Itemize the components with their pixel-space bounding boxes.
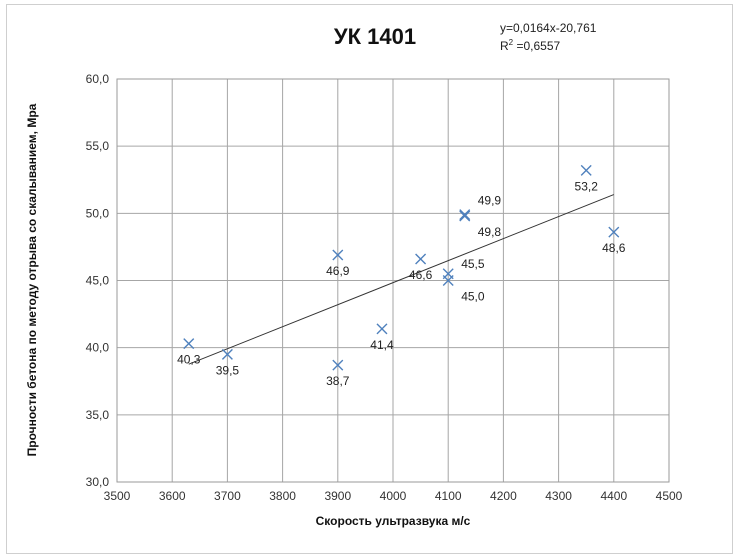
data-point-stroke <box>580 164 592 176</box>
x-tick-label: 3900 <box>324 489 351 503</box>
y-tick-label: 60,0 <box>86 72 110 86</box>
data-point <box>332 359 344 371</box>
data-point-stroke <box>442 275 454 286</box>
data-labels: 40,3 39,5 46,9 38,7 41,4 46,6 45,5 45,0 49,9 49,8… <box>177 179 626 388</box>
data-point <box>442 275 454 286</box>
r-squared: R2 =0,6557 <box>500 38 560 53</box>
data-label: 41,4 <box>370 338 394 352</box>
data-point-stroke <box>332 359 344 371</box>
y-tick-label: 35,0 <box>86 408 110 422</box>
y-tick-label: 45,0 <box>86 274 110 288</box>
data-label: 49,9 <box>478 194 502 208</box>
chart-frame <box>6 4 733 554</box>
data-label: 49,8 <box>478 225 502 239</box>
x-tick-label: 4000 <box>380 489 407 503</box>
data-point-stroke <box>221 348 233 360</box>
r-squared-value: =0,6557 <box>513 39 560 53</box>
data-point <box>415 253 427 265</box>
x-tick-label: 4300 <box>545 489 572 503</box>
x-axis-label: Скорость ультразвука м/с <box>316 514 471 528</box>
y-tick-label: 30,0 <box>86 475 110 489</box>
data-point <box>459 210 471 222</box>
plot-area <box>116 78 670 483</box>
x-tick-label: 4400 <box>600 489 627 503</box>
data-point <box>580 164 592 176</box>
y-tick-label: 40,0 <box>86 341 110 355</box>
data-point <box>608 226 620 238</box>
y-tick-label: 50,0 <box>86 206 110 220</box>
data-point-stroke <box>332 249 344 261</box>
data-points <box>183 164 620 371</box>
x-tick-label: 4100 <box>435 489 462 503</box>
data-point-stroke <box>459 209 471 221</box>
grid-lines <box>116 78 670 483</box>
data-point <box>183 338 195 350</box>
data-label: 45,5 <box>461 257 485 271</box>
y-tick-label: 55,0 <box>86 139 110 153</box>
data-point-stroke <box>415 253 427 265</box>
x-tick-label: 4500 <box>656 489 683 503</box>
data-label: 45,0 <box>461 290 485 304</box>
data-point-stroke <box>608 226 620 238</box>
y-axis-label: Прочности бетона по методу отрыва со ска… <box>25 103 39 456</box>
data-point-stroke <box>183 338 195 350</box>
chart-title: УК 1401 <box>334 24 416 49</box>
data-point-stroke <box>459 210 471 222</box>
y-tick-labels: 30,0 35,0 40,0 45,0 50,0 55,0 60,0 <box>86 72 110 489</box>
trend-line <box>188 194 614 365</box>
x-tick-labels: 3500 3600 3700 3800 3900 4000 4100 4200 4300 4400… <box>104 489 683 503</box>
x-tick-label: 3500 <box>104 489 131 503</box>
r-squared-exponent: 2 <box>509 38 514 47</box>
x-tick-label: 4200 <box>490 489 517 503</box>
data-point-stroke <box>376 323 388 335</box>
data-point <box>459 209 471 221</box>
data-point <box>332 249 344 261</box>
data-label: 46,6 <box>409 268 433 282</box>
data-label: 46,9 <box>326 264 350 278</box>
data-label: 48,6 <box>602 241 626 255</box>
data-label: 39,5 <box>216 363 240 377</box>
data-label: 53,2 <box>575 179 599 193</box>
x-tick-label: 3800 <box>269 489 296 503</box>
data-point <box>221 348 233 360</box>
trend-equation: y=0,0164x-20,761 <box>500 21 597 35</box>
x-tick-label: 3700 <box>214 489 241 503</box>
r-squared-letter: R <box>500 39 509 53</box>
data-label: 40,3 <box>177 353 201 367</box>
data-label: 38,7 <box>326 374 350 388</box>
data-point <box>376 323 388 335</box>
x-tick-label: 3600 <box>159 489 186 503</box>
